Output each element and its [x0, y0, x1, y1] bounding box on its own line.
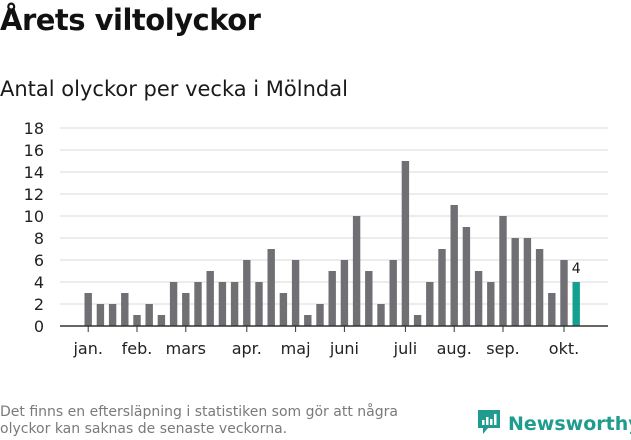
bar: [487, 282, 495, 326]
last-bar-value-label: 4: [572, 261, 581, 277]
footnote: Det finns en eftersläpning i statistiken…: [0, 404, 398, 437]
bar: [121, 293, 129, 326]
bar: [560, 260, 568, 326]
bar: [96, 304, 105, 326]
bar: [438, 249, 446, 326]
bar: [340, 260, 349, 326]
bar: [194, 282, 202, 326]
y-tick-label: 14: [24, 163, 44, 182]
bar: [230, 282, 239, 326]
bar: [84, 293, 92, 326]
y-tick-label: 18: [24, 119, 44, 138]
bar: [377, 304, 385, 326]
bar: [279, 293, 288, 326]
bar: [316, 304, 324, 326]
bar: [255, 282, 263, 326]
bar: [426, 282, 434, 326]
y-tick-label: 6: [34, 251, 44, 270]
bar: [474, 271, 483, 326]
y-tick-label: 8: [34, 229, 44, 248]
bar: [499, 216, 507, 326]
bar: [108, 304, 117, 326]
brand-name: Newsworthy: [508, 413, 631, 435]
bar: [523, 238, 532, 326]
x-tick-label: okt.: [549, 339, 579, 358]
bar: [133, 315, 141, 326]
y-tick-label: 12: [24, 185, 44, 204]
y-axis-ticks: 0 2 4 6 8 10 12 14 16 18: [24, 119, 44, 336]
bar: [450, 205, 458, 326]
x-tick-label: juli: [393, 339, 417, 358]
brand[interactable]: Newsworthy: [476, 408, 631, 440]
bar: [182, 293, 190, 326]
x-tick-label: jan.: [72, 339, 102, 358]
bar: [352, 216, 361, 326]
x-tick-label: aug.: [437, 339, 472, 358]
y-tick-label: 4: [34, 273, 44, 292]
x-tick-label: mars: [166, 339, 206, 358]
bar: [304, 315, 312, 326]
bar: [389, 260, 397, 326]
x-tick-label: apr.: [232, 339, 262, 358]
bar: [291, 260, 300, 326]
x-tick-label: juni: [329, 339, 359, 358]
x-axis-ticks: jan. feb. mars apr. maj juni juli aug. sep. okt.: [72, 326, 579, 358]
x-tick-label: maj: [281, 339, 311, 358]
chart-title: Årets viltolyckor: [0, 3, 261, 37]
bars: [84, 161, 580, 326]
y-tick-label: 16: [24, 141, 44, 160]
bar: [548, 293, 556, 326]
bar: [401, 161, 410, 326]
bar: [462, 227, 471, 326]
bar: [535, 249, 544, 326]
bar: [206, 271, 214, 326]
grid-lines: [60, 127, 608, 305]
bar: [169, 282, 178, 326]
y-tick-label: 2: [34, 295, 44, 314]
chart-subtitle: Antal olyckor per vecka i Mölndal: [0, 77, 348, 101]
bar: [511, 238, 519, 326]
bar: [157, 315, 166, 326]
bar: [218, 282, 227, 326]
bar-highlight: [572, 282, 580, 326]
y-tick-label: 10: [24, 207, 44, 226]
bar: [328, 271, 336, 326]
bar: [243, 260, 251, 326]
x-tick-label: sep.: [486, 339, 519, 358]
bar: [145, 304, 153, 326]
x-tick-label: feb.: [122, 339, 153, 358]
newsworthy-logo-icon: [476, 408, 502, 440]
bar: [365, 271, 373, 326]
y-tick-label: 0: [34, 317, 44, 336]
bar: [267, 249, 275, 326]
bar: [413, 315, 422, 326]
